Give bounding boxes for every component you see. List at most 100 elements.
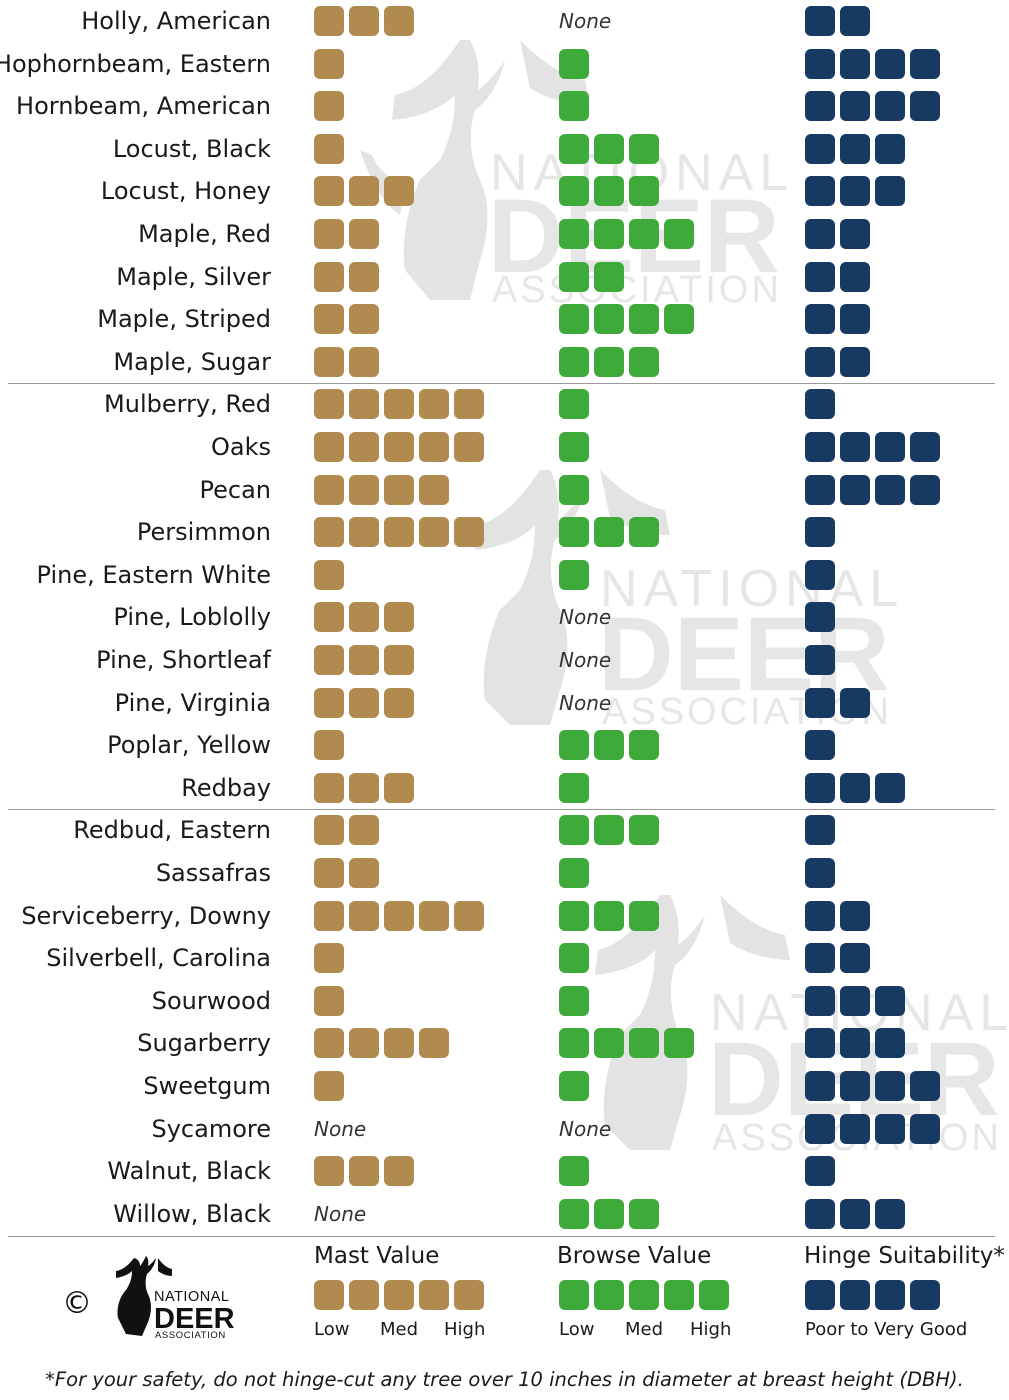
browse-rating: None [559,645,611,675]
hinge-rating-square [875,1198,905,1229]
table-row: Poplar, Yellow [0,724,1009,767]
mast-rating-square [419,474,449,505]
tree-name: Pine, Virginia [114,688,271,717]
browse-rating [559,1071,589,1101]
legend-hinge-square [910,1280,940,1310]
browse-rating-square [594,133,624,164]
legend-hinge-tick-range: Poor to Very Good [805,1319,968,1340]
browse-rating-square [594,346,624,377]
table-row: Pine, Virginia None [0,682,1009,725]
mast-rating-square [384,772,414,803]
mast-rating-square [454,389,484,420]
hinge-rating [805,900,870,931]
table-row: Maple, Silver [0,256,1009,299]
mast-rating [314,1028,449,1059]
logo-association: ASSOCIATION [155,1330,226,1341]
mast-rating [314,858,379,888]
mast-rating-square [384,687,414,718]
hinge-rating-square [805,474,835,505]
mast-rating-square [349,6,379,36]
table-row: Willow, Black None [0,1193,1009,1236]
hinge-rating [805,985,905,1016]
mast-rating-square [314,48,344,79]
tree-name: Poplar, Yellow [107,731,271,760]
hinge-rating-square [805,602,835,633]
mast-rating-square [349,517,379,548]
hinge-rating-square [805,176,835,207]
tree-name: Hophornbeam, Eastern [0,49,271,78]
browse-rating [559,559,589,590]
browse-rating [559,730,659,761]
browse-rating-square [559,1071,589,1101]
mast-rating [314,1156,414,1187]
browse-rating-square [594,815,624,846]
mast-rating [314,900,484,931]
hinge-rating-square [805,6,835,36]
browse-rating-square [559,432,589,462]
mast-rating-square [349,304,379,335]
hinge-rating [805,304,870,335]
hinge-rating-square [805,900,835,931]
mast-rating [314,176,414,207]
hinge-rating [805,1156,835,1187]
browse-rating-square [594,219,624,249]
mast-rating-square [314,474,344,505]
hinge-rating-square [805,1113,835,1144]
mast-rating-square [314,858,344,888]
hinge-rating [805,730,835,761]
mast-rating-square [454,517,484,548]
hinge-rating-square [875,432,905,462]
hinge-rating-square [805,346,835,377]
legend-mast-tick-high: High [444,1319,486,1340]
browse-rating-square [594,1028,624,1059]
browse-rating [559,474,589,505]
tree-name: Pecan [199,475,272,504]
table-row: Mulberry, Red [0,383,1009,426]
browse-rating [559,261,624,292]
browse-rating-square [559,176,589,207]
hinge-rating [805,389,835,420]
section-divider [8,809,995,810]
mast-rating-square [384,645,414,675]
table-row: Sassafras [0,852,1009,895]
browse-rating [559,389,589,420]
mast-rating-square [314,389,344,420]
mast-rating-square [454,900,484,931]
mast-none-label: None [314,1116,367,1141]
tree-name: Persimmon [136,518,271,547]
hinge-rating-square [910,1113,940,1144]
hinge-rating [805,474,940,505]
table-row: Sourwood [0,980,1009,1023]
legend-mast-square [454,1280,484,1310]
browse-rating-square [594,517,624,548]
mast-rating [314,6,414,36]
browse-rating-square [559,559,589,590]
browse-rating [559,1156,589,1187]
mast-rating [314,645,414,675]
hinge-rating [805,517,835,548]
mast-rating-square [314,1071,344,1101]
browse-rating-square [559,474,589,505]
browse-rating-square [664,304,694,335]
hinge-rating [805,772,905,803]
browse-none-label: None [559,9,612,33]
hinge-rating-square [875,772,905,803]
mast-rating-square [314,346,344,377]
hinge-rating-square [840,346,870,377]
logo-deer: DEER [154,1303,235,1335]
mast-rating-square [454,432,484,462]
hinge-rating [805,219,870,249]
hinge-rating-square [805,815,835,846]
browse-rating [559,517,659,548]
tree-name: Silverbell, Carolina [46,944,271,973]
tree-name: Mulberry, Red [104,390,271,419]
tree-name: Sycamore [151,1114,271,1143]
hinge-rating-square [805,772,835,803]
browse-rating-square [594,176,624,207]
browse-rating-square [559,900,589,931]
browse-rating-square [629,900,659,931]
browse-rating-square [559,346,589,377]
section-divider [8,1236,995,1237]
hinge-rating-square [805,389,835,420]
hinge-rating [805,48,940,79]
